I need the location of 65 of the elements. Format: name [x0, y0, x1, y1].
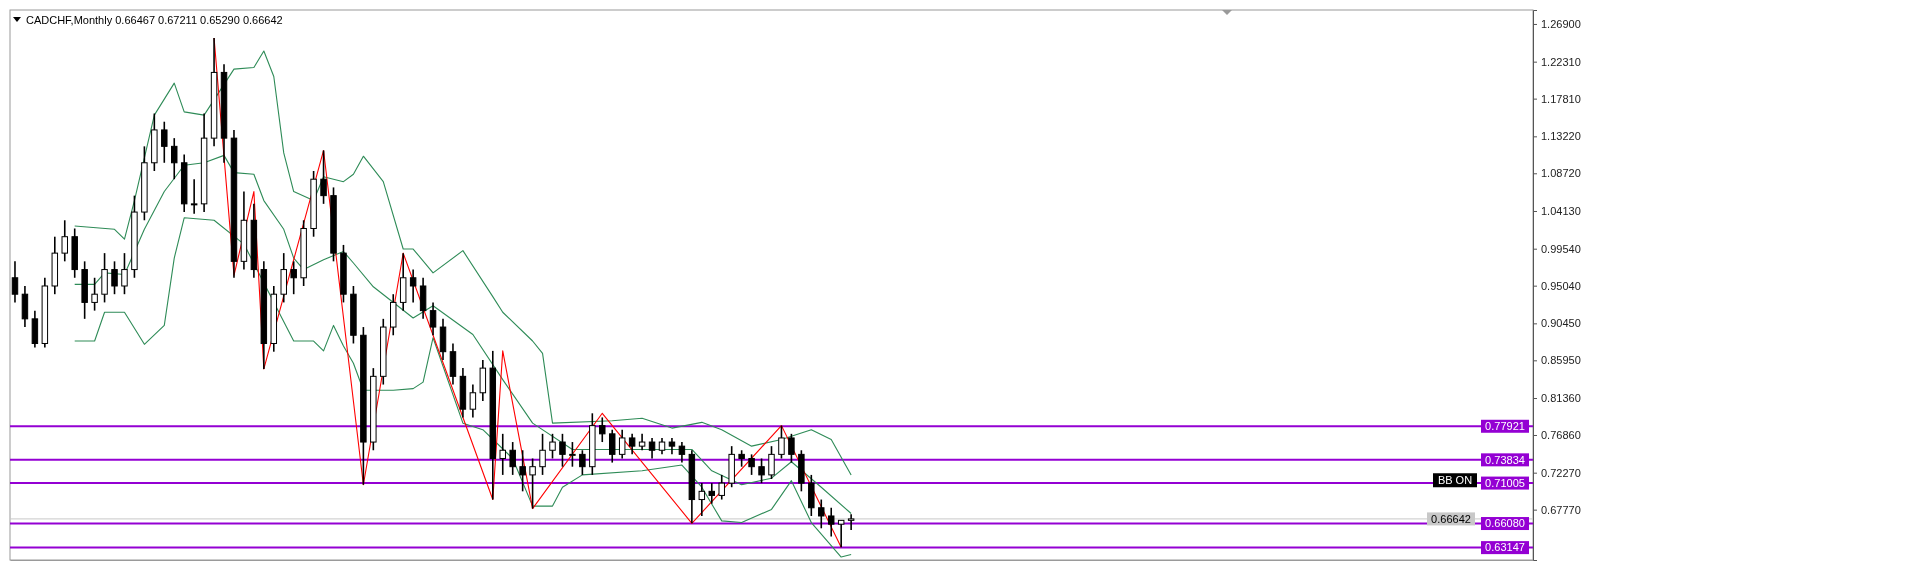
candlestick [190, 178, 198, 215]
candlestick [827, 506, 835, 538]
ref-line-label: 0.71005 [1485, 476, 1525, 489]
ref-line-label: 0.66642 [1431, 512, 1471, 525]
candlestick [569, 441, 576, 468]
line-series [74, 50, 852, 476]
candlestick [618, 428, 626, 460]
annotation: BB ON [1437, 474, 1473, 487]
line-series [74, 154, 852, 515]
candlestick [91, 276, 98, 312]
y-tick-label: 0.90450 [1541, 317, 1581, 330]
candlestick [509, 441, 516, 476]
candlestick [161, 120, 168, 164]
ref-line-label: 0.73834 [1485, 453, 1525, 466]
ref-line-label: 0.77921 [1485, 420, 1525, 433]
y-tick-label: 1.08720 [1541, 167, 1581, 180]
candlestick [648, 437, 656, 460]
candlestick [708, 482, 716, 505]
candlestick [559, 433, 566, 468]
chart-title: CADCHF,Monthly 0.66467 0.67211 0.65290 0.66642 [26, 13, 283, 26]
candlestick [768, 445, 775, 480]
candlestick [519, 449, 526, 493]
candlestick [847, 513, 855, 531]
candlestick [758, 457, 765, 484]
candlestick [599, 416, 606, 443]
candlestick [678, 441, 686, 464]
y-tick-label: 0.85950 [1541, 354, 1581, 367]
line-series [74, 217, 852, 558]
candlestick [409, 268, 417, 304]
candlestick [290, 260, 297, 295]
candlestick [320, 149, 327, 205]
candlestick [549, 433, 556, 460]
y-tick-label: 0.95040 [1541, 279, 1581, 292]
y-tick-label: 1.04130 [1541, 205, 1581, 218]
candlestick [171, 137, 178, 181]
candlestick [788, 433, 795, 464]
ref-line-label: 0.63147 [1485, 541, 1525, 554]
y-tick-label: 1.22310 [1541, 55, 1581, 68]
candlestick [429, 301, 437, 337]
candlestick [837, 519, 845, 548]
candlestick [11, 260, 19, 304]
y-tick-label: 1.13220 [1541, 130, 1581, 143]
ref-line-label: 0.66080 [1485, 517, 1525, 530]
y-tick-label: 1.17810 [1541, 92, 1581, 105]
candlestick [61, 219, 68, 263]
candlestick [469, 383, 477, 419]
candlestick [111, 260, 118, 295]
candlestick [778, 424, 785, 460]
candlestick [748, 453, 755, 476]
candlestick [718, 474, 725, 501]
y-tick-label: 0.99540 [1541, 242, 1581, 255]
candlestick [628, 433, 636, 456]
candlestick [529, 457, 536, 510]
y-tick-label: 0.81360 [1541, 392, 1581, 405]
candlestick [698, 482, 706, 517]
candlestick [579, 449, 586, 476]
y-tick-label: 0.67770 [1541, 503, 1581, 516]
candlestick [539, 433, 546, 476]
y-tick-label: 0.76860 [1541, 429, 1581, 442]
candlestick [818, 498, 825, 530]
candlestick [499, 433, 506, 476]
candlestick [609, 428, 616, 464]
y-tick-label: 1.26900 [1541, 17, 1581, 30]
candlestick [121, 252, 128, 295]
y-tick-label: 0.72270 [1541, 466, 1581, 479]
